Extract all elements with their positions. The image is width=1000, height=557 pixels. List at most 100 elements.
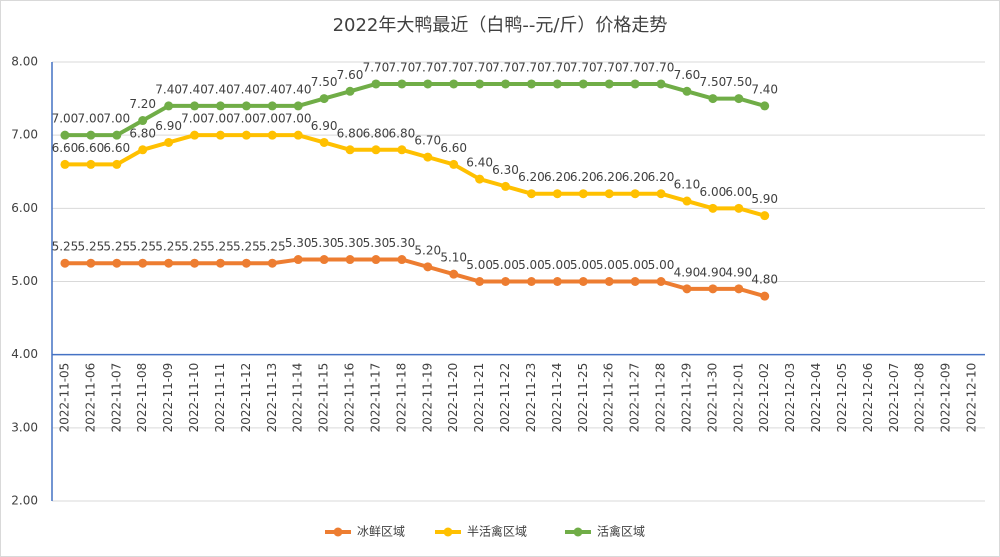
value-label: 5.25	[78, 240, 105, 254]
x-tick-label: 2022-11-20	[446, 363, 460, 433]
y-tick-label: 5.00	[11, 274, 38, 288]
point	[734, 94, 744, 104]
value-label: 5.00	[596, 258, 623, 272]
point	[267, 101, 277, 111]
value-label: 6.20	[544, 170, 571, 184]
value-label: 5.00	[648, 258, 675, 272]
legend-label: 半活禽区域	[467, 524, 527, 539]
value-label: 7.40	[259, 82, 286, 96]
point	[526, 189, 536, 199]
point	[190, 130, 200, 140]
point	[630, 79, 640, 89]
value-label: 7.60	[674, 68, 701, 82]
point	[449, 269, 459, 279]
value-label: 5.20	[414, 243, 441, 257]
x-tick-label: 2022-11-05	[57, 363, 71, 433]
point	[760, 291, 770, 301]
point	[60, 258, 70, 268]
point	[371, 79, 381, 89]
value-label: 5.30	[285, 236, 312, 250]
point	[164, 101, 174, 111]
y-tick-label: 4.00	[11, 347, 38, 361]
point	[241, 101, 251, 111]
point	[397, 255, 407, 265]
x-tick-label: 2022-11-26	[602, 363, 616, 433]
point	[604, 277, 614, 286]
point	[371, 145, 381, 155]
value-label: 5.10	[440, 251, 467, 265]
value-label: 6.20	[622, 170, 649, 184]
value-label: 5.30	[311, 236, 338, 250]
point	[552, 189, 562, 199]
value-label: 7.70	[363, 60, 390, 74]
point	[319, 255, 329, 265]
x-tick-label: 2022-11-10	[187, 363, 201, 433]
legend-label: 活禽区域	[597, 524, 645, 539]
value-label: 5.25	[155, 240, 182, 254]
point	[656, 189, 666, 199]
point	[60, 130, 70, 140]
point	[578, 79, 588, 89]
value-label: 6.60	[440, 141, 467, 155]
value-label: 6.20	[518, 170, 545, 184]
value-label: 7.70	[518, 60, 545, 74]
point	[371, 255, 381, 265]
legend-marker	[573, 527, 583, 537]
point	[345, 145, 355, 155]
point	[423, 262, 433, 272]
series-line	[64, 81, 766, 138]
point	[604, 79, 614, 89]
value-label: 7.40	[155, 82, 182, 96]
point	[760, 101, 770, 111]
x-tick-label: 2022-12-04	[809, 363, 823, 433]
point	[708, 94, 718, 104]
point	[682, 284, 692, 294]
value-label: 7.70	[440, 60, 467, 74]
x-tick-label: 2022-12-06	[861, 363, 875, 433]
legend-label: 冰鲜区域	[357, 525, 405, 539]
point	[267, 258, 277, 268]
point	[682, 86, 692, 96]
x-tick-label: 2022-11-09	[161, 363, 175, 433]
x-tick-label: 2022-11-21	[472, 363, 486, 433]
point	[656, 79, 666, 89]
value-label: 6.60	[78, 141, 105, 155]
x-tick-label: 2022-11-27	[628, 363, 642, 433]
value-label: 5.90	[751, 192, 778, 206]
point	[526, 277, 536, 286]
point	[319, 137, 329, 147]
point	[267, 130, 277, 140]
x-tick-label: 2022-11-24	[550, 363, 564, 433]
point	[164, 137, 174, 147]
x-tick-label: 2022-12-09	[939, 363, 953, 433]
value-label: 5.00	[622, 258, 649, 272]
point	[604, 189, 614, 199]
point	[475, 277, 485, 286]
value-label: 5.25	[52, 240, 79, 254]
x-tick-label: 2022-11-14	[291, 363, 305, 433]
point	[708, 284, 718, 294]
value-label: 5.25	[129, 240, 156, 254]
x-tick-label: 2022-11-06	[83, 363, 97, 433]
value-label: 7.40	[233, 82, 260, 96]
value-label: 7.70	[622, 60, 649, 74]
value-label: 7.00	[285, 112, 312, 126]
value-label: 4.90	[725, 265, 752, 279]
value-label: 5.25	[181, 240, 208, 254]
value-label: 5.25	[103, 240, 130, 254]
value-label: 7.00	[233, 112, 260, 126]
value-label: 7.40	[285, 82, 312, 96]
point	[60, 159, 70, 169]
point	[397, 145, 407, 155]
x-tick-label: 2022-11-19	[420, 363, 434, 433]
point	[319, 94, 329, 104]
value-label: 7.50	[311, 75, 338, 89]
point	[449, 159, 459, 169]
x-tick-label: 2022-12-03	[783, 363, 797, 433]
value-label: 4.90	[700, 265, 727, 279]
point	[475, 174, 485, 184]
value-label: 7.00	[259, 112, 286, 126]
value-label: 6.90	[155, 119, 182, 133]
value-label: 6.00	[700, 185, 727, 199]
